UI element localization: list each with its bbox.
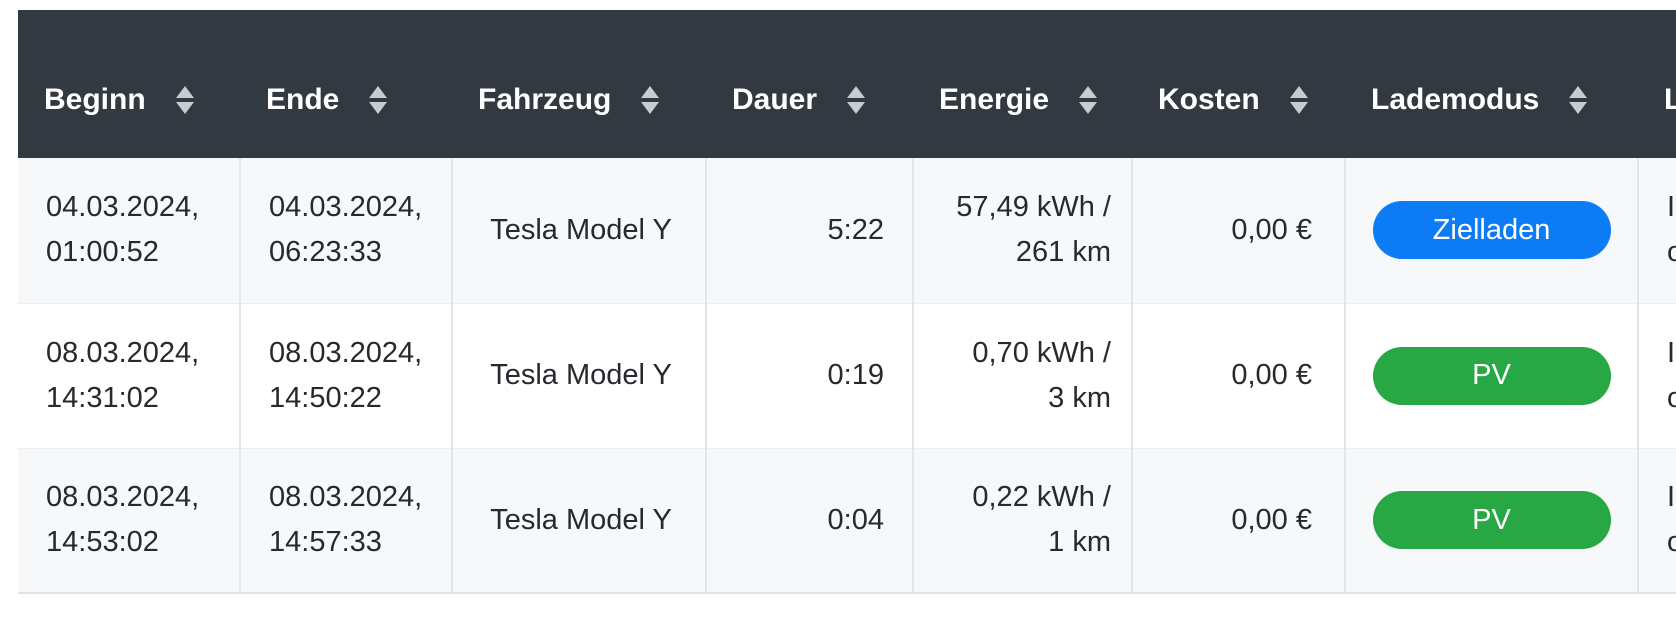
sort-icon[interactable]	[1569, 86, 1588, 114]
col-header-beginn[interactable]: Beginn	[18, 10, 240, 158]
sort-icon[interactable]	[1289, 86, 1308, 114]
energie-kwh: 0,70 kWh /	[972, 336, 1111, 369]
col-header-lademodus[interactable]: Lademodus	[1345, 10, 1638, 158]
table-row: 08.03.2024, 14:53:02 08.03.2024, 14:57:3…	[18, 447, 1676, 594]
cell-ende: 08.03.2024, 14:57:33	[239, 447, 452, 594]
cell-dauer: 0:19	[705, 302, 913, 448]
col-header-dauer[interactable]: Dauer	[706, 10, 913, 158]
cell-energie: 57,49 kWh / 261 km	[912, 158, 1132, 303]
table-row: 04.03.2024, 01:00:52 04.03.2024, 06:23:3…	[18, 158, 1676, 303]
sort-icon[interactable]	[641, 86, 660, 114]
sort-icon[interactable]	[369, 86, 388, 114]
cell-energie: 0,22 kWh / 1 km	[912, 447, 1132, 594]
cell-fahrzeug: Tesla Model Y	[451, 302, 706, 448]
col-header-ende-label: Ende	[266, 83, 340, 116]
cell-kosten: 0,00 €	[1131, 447, 1345, 594]
cell-clipped-column: In o	[1637, 447, 1676, 594]
cell-dauer: 5:22	[705, 158, 913, 303]
lademodus-badge: PV	[1372, 491, 1611, 550]
cell-ende: 08.03.2024, 14:50:22	[239, 302, 452, 448]
col-header-ende[interactable]: Ende	[240, 10, 452, 158]
sort-icon[interactable]	[847, 86, 866, 114]
col-header-lademodus-label: Lademodus	[1371, 83, 1540, 116]
clipped-text-line1: In	[1667, 336, 1676, 369]
clipped-text-line2: o	[1667, 526, 1676, 559]
clipped-text-line2: o	[1667, 236, 1676, 269]
energie-km: 261 km	[1015, 236, 1111, 269]
energie-km: 3 km	[1048, 381, 1111, 414]
cell-kosten: 0,00 €	[1131, 158, 1345, 303]
col-header-kosten-label: Kosten	[1158, 83, 1260, 116]
cell-kosten: 0,00 €	[1131, 302, 1345, 448]
sort-icon[interactable]	[175, 86, 194, 114]
col-header-fahrzeug[interactable]: Fahrzeug	[452, 10, 706, 158]
lademodus-badge: PV	[1372, 346, 1611, 405]
clipped-text-line1: In	[1667, 191, 1676, 224]
charging-sessions-table-wrap: Beginn Ende Fahrzeug	[18, 10, 1676, 594]
energie-kwh: 0,22 kWh /	[972, 481, 1111, 514]
col-header-energie-label: Energie	[939, 83, 1050, 116]
cell-lademodus: PV	[1344, 447, 1638, 594]
cell-fahrzeug: Tesla Model Y	[451, 447, 706, 594]
charging-sessions-table: Beginn Ende Fahrzeug	[18, 10, 1676, 594]
sort-icon[interactable]	[1079, 86, 1098, 114]
cell-clipped-column: In o	[1637, 158, 1676, 303]
cell-beginn: 08.03.2024, 14:53:02	[18, 447, 240, 594]
cell-fahrzeug: Tesla Model Y	[451, 158, 706, 303]
col-header-energie[interactable]: Energie	[913, 10, 1132, 158]
cell-ende: 04.03.2024, 06:23:33	[239, 158, 452, 303]
cell-beginn: 08.03.2024, 14:31:02	[18, 302, 240, 448]
lademodus-badge: Zielladen	[1372, 201, 1611, 260]
clipped-text-line2: o	[1667, 381, 1676, 414]
col-header-dauer-label: Dauer	[732, 83, 818, 116]
col-header-beginn-label: Beginn	[44, 83, 146, 116]
table-row: 08.03.2024, 14:31:02 08.03.2024, 14:50:2…	[18, 302, 1676, 448]
cell-clipped-column: In o	[1637, 302, 1676, 448]
col-header-clipped-label: L	[1664, 83, 1676, 116]
cell-beginn: 04.03.2024, 01:00:52	[46, 191, 200, 269]
col-header-clipped[interactable]: L	[1638, 10, 1676, 158]
table-header-row: Beginn Ende Fahrzeug	[18, 10, 1676, 158]
cell-dauer: 0:04	[705, 447, 913, 594]
col-header-kosten[interactable]: Kosten	[1132, 10, 1345, 158]
clipped-text-line1: In	[1667, 481, 1676, 514]
cell-lademodus: PV	[1344, 302, 1638, 448]
col-header-fahrzeug-label: Fahrzeug	[478, 83, 612, 116]
cell-energie: 0,70 kWh / 3 km	[912, 302, 1132, 448]
cell-lademodus: Zielladen	[1344, 158, 1638, 303]
energie-km: 1 km	[1048, 526, 1111, 559]
energie-kwh: 57,49 kWh /	[956, 191, 1111, 224]
